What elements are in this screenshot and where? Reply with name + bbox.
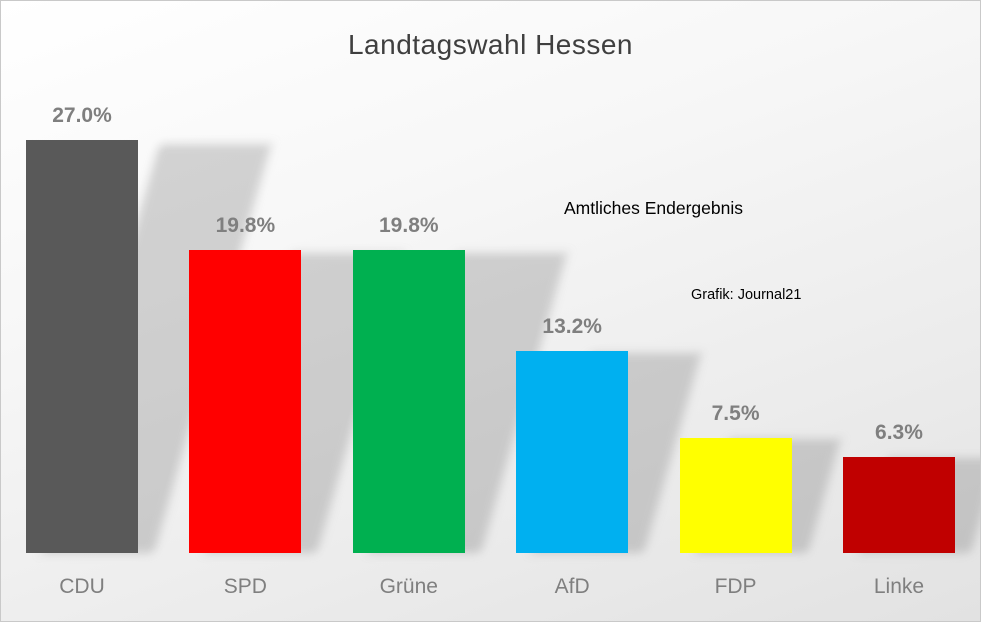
value-label-fdp: 7.5%	[711, 402, 760, 426]
category-label-cdu: CDU	[59, 574, 105, 598]
category-label-spd: SPD	[223, 574, 267, 598]
bar-grüne	[352, 250, 567, 554]
bars-area: 27.0% CDU 19.8% SPD 19.8% Grüne 13.2% AfD 7.5% FD…	[26, 81, 980, 620]
bar-column-afd: 13.2% AfD	[516, 315, 702, 620]
annotation-official-result: Amtliches Endergebnis	[564, 198, 743, 218]
value-label-linke: 6.3%	[875, 420, 923, 444]
bar-column-spd: 19.8% SPD	[189, 214, 404, 620]
bar-spd	[189, 250, 404, 554]
category-label-afd: AfD	[554, 574, 590, 598]
bar-shadow	[532, 353, 702, 553]
category-label-linke: Linke	[873, 574, 925, 598]
bar-fdp	[679, 438, 841, 553]
annotation-credit: Grafik: Journal21	[691, 287, 802, 303]
category-label-grüne: Grüne	[379, 574, 438, 598]
chart-title: Landtagswahl Hessen	[347, 29, 633, 60]
bar-column-linke: 6.3% Linke	[842, 420, 980, 620]
value-label-grüne: 19.8%	[379, 214, 439, 238]
value-label-afd: 13.2%	[542, 315, 602, 339]
bar-linke	[842, 456, 980, 553]
value-label-cdu: 27.0%	[52, 103, 112, 127]
bar-shadow	[858, 457, 980, 553]
category-label-fdp: FDP	[714, 574, 757, 598]
value-label-spd: 19.8%	[215, 214, 276, 238]
bar-column-grüne: 19.8% Grüne	[352, 214, 567, 620]
bar-afd	[516, 351, 702, 553]
bar-column-fdp: 7.5% FDP	[679, 402, 841, 620]
bar-column-cdu: 27.0% CDU	[26, 103, 272, 620]
bar-cdu	[26, 139, 272, 554]
bar-shadow	[695, 439, 841, 553]
